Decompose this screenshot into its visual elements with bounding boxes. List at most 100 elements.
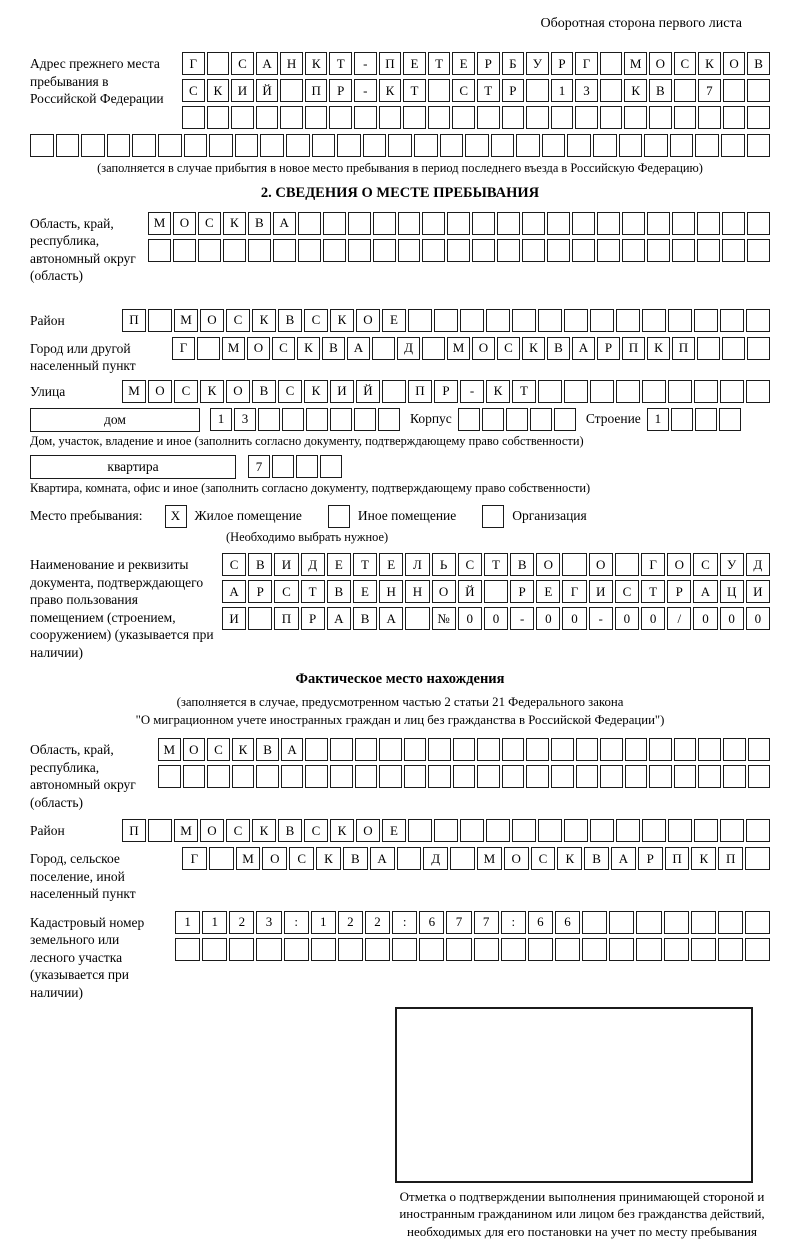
char-cell[interactable] [618, 134, 643, 157]
char-cell[interactable] [698, 738, 721, 762]
char-cell[interactable] [722, 765, 746, 789]
char-cell[interactable] [329, 738, 353, 762]
char-cell[interactable]: А [347, 336, 370, 360]
char-cell[interactable] [422, 336, 445, 360]
char-cell[interactable] [403, 765, 427, 789]
char-cell[interactable]: О [472, 336, 495, 360]
char-cell[interactable]: В [747, 52, 770, 75]
char-cell[interactable] [422, 238, 446, 262]
char-cell[interactable] [746, 379, 770, 403]
char-cell[interactable]: : [283, 910, 309, 934]
char-cell[interactable] [718, 407, 741, 431]
prev-address-row-3[interactable] [182, 106, 770, 129]
char-cell[interactable] [564, 308, 588, 332]
char-cell[interactable]: А [611, 847, 636, 871]
char-cell[interactable] [572, 211, 596, 235]
char-cell[interactable] [450, 847, 475, 871]
char-cell[interactable]: П [122, 819, 146, 843]
char-cell[interactable] [322, 238, 346, 262]
char-cell[interactable]: Р [434, 379, 458, 403]
char-cell[interactable]: В [326, 580, 351, 604]
char-cell[interactable] [538, 819, 562, 843]
char-cell[interactable]: П [622, 336, 645, 360]
char-cell[interactable] [329, 106, 353, 129]
char-cell[interactable] [599, 52, 623, 75]
char-cell[interactable] [575, 765, 599, 789]
char-cell[interactable]: 0 [457, 607, 482, 631]
char-cell[interactable]: Е [382, 819, 406, 843]
char-cell[interactable]: С [226, 308, 250, 332]
char-cell[interactable]: И [231, 79, 254, 102]
char-cell[interactable] [378, 106, 402, 129]
char-cell[interactable] [609, 937, 635, 961]
char-cell[interactable] [297, 238, 321, 262]
char-cell[interactable]: И [274, 553, 299, 577]
char-cell[interactable]: С [207, 738, 230, 762]
char-cell[interactable] [439, 134, 464, 157]
char-cell[interactable]: О [648, 52, 672, 75]
char-cell[interactable] [297, 211, 321, 235]
char-cell[interactable]: Й [356, 379, 380, 403]
char-cell[interactable]: 0 [719, 607, 744, 631]
char-cell[interactable] [408, 819, 432, 843]
char-cell[interactable]: П [718, 847, 744, 871]
char-cell[interactable] [747, 765, 771, 789]
char-cell[interactable]: 1 [175, 910, 201, 934]
char-cell[interactable] [427, 79, 451, 102]
char-cell[interactable]: М [222, 336, 245, 360]
char-cell[interactable]: В [510, 553, 535, 577]
char-cell[interactable]: К [557, 847, 583, 871]
char-cell[interactable] [132, 134, 156, 157]
char-cell[interactable] [382, 379, 406, 403]
char-cell[interactable]: 3 [234, 407, 256, 431]
char-cell[interactable] [721, 238, 745, 262]
char-cell[interactable] [175, 937, 201, 961]
char-cell[interactable]: С [693, 553, 718, 577]
char-cell[interactable]: Е [352, 580, 378, 604]
char-cell[interactable]: Е [452, 52, 475, 75]
char-cell[interactable]: А [255, 52, 279, 75]
char-cell[interactable] [81, 134, 105, 157]
char-cell[interactable]: А [326, 607, 351, 631]
char-cell[interactable]: Т [427, 52, 451, 75]
char-cell[interactable] [663, 910, 689, 934]
char-cell[interactable]: 0 [483, 607, 509, 631]
char-cell[interactable] [311, 134, 336, 157]
char-cell[interactable] [106, 134, 131, 157]
char-cell[interactable] [260, 134, 284, 157]
char-cell[interactable]: К [252, 819, 276, 843]
char-cell[interactable]: У [719, 553, 744, 577]
char-cell[interactable]: У [526, 52, 549, 75]
char-cell[interactable]: В [648, 79, 672, 102]
char-cell[interactable] [562, 553, 587, 577]
char-cell[interactable] [572, 238, 596, 262]
char-cell[interactable]: Р [476, 52, 500, 75]
char-cell[interactable] [547, 211, 571, 235]
char-cell[interactable] [272, 455, 294, 479]
char-cell[interactable]: 6 [554, 910, 581, 934]
char-cell[interactable] [590, 379, 614, 403]
char-cell[interactable]: Т [483, 553, 509, 577]
char-cell[interactable]: Г [182, 847, 207, 871]
char-cell[interactable] [512, 819, 536, 843]
char-cell[interactable] [497, 238, 521, 262]
char-cell[interactable]: К [486, 379, 510, 403]
char-cell[interactable]: Ц [719, 580, 744, 604]
char-cell[interactable] [422, 211, 446, 235]
char-cell[interactable]: - [460, 379, 484, 403]
char-cell[interactable] [600, 765, 623, 789]
char-cell[interactable] [472, 238, 496, 262]
char-cell[interactable]: Т [329, 52, 353, 75]
char-cell[interactable]: Р [501, 79, 525, 102]
char-cell[interactable]: Г [562, 580, 587, 604]
char-cell[interactable] [501, 106, 525, 129]
char-cell[interactable]: К [647, 336, 670, 360]
char-cell[interactable]: Р [550, 52, 574, 75]
char-cell[interactable] [457, 407, 480, 431]
char-cell[interactable]: К [378, 79, 402, 102]
char-cell[interactable]: - [354, 79, 377, 102]
char-cell[interactable]: О [356, 308, 380, 332]
char-cell[interactable]: В [342, 847, 368, 871]
